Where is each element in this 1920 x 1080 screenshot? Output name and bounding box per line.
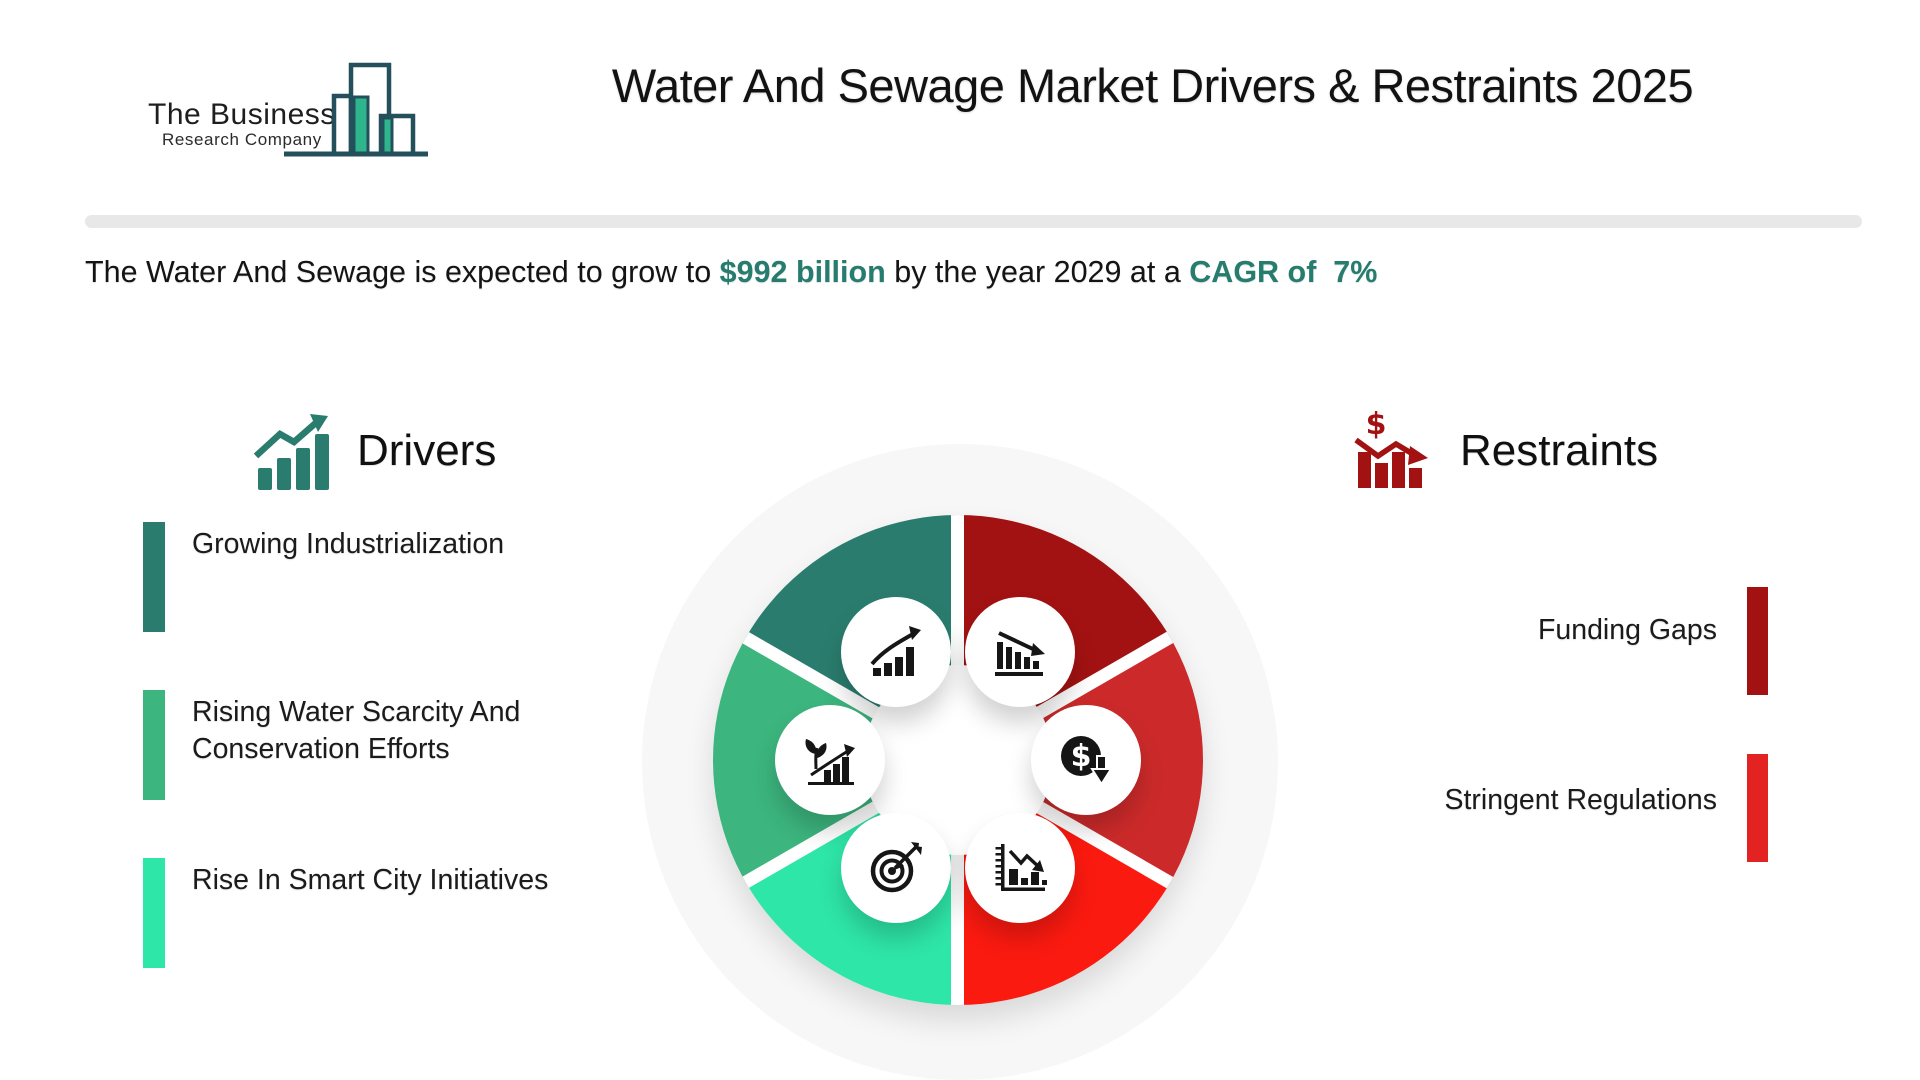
declining-line-chart-icon <box>995 844 1047 891</box>
target-goal-icon <box>870 842 922 893</box>
drivers-heading: Drivers <box>357 426 497 475</box>
icon-circle <box>841 813 951 923</box>
restraint-label-2: Stringent Regulations <box>1444 784 1717 816</box>
growth-bar-chart-icon <box>870 626 921 676</box>
icon-circle <box>965 597 1075 707</box>
restraints-heading: Restraints <box>1460 426 1659 475</box>
restraint-label-1: Funding Gaps <box>1537 614 1717 646</box>
page-title: Water And Sewage Market Drivers & Restra… <box>611 59 1694 112</box>
summary-prefix: The Water And Sewage is expected to grow… <box>85 255 720 289</box>
plant-growth-chart-icon <box>805 739 855 785</box>
svg-text:$: $ <box>1071 739 1092 774</box>
divider-bar <box>85 215 1862 228</box>
market-value: $992 billion <box>719 255 886 289</box>
driver-bar-3 <box>143 858 165 968</box>
driver-bar-2 <box>143 690 165 800</box>
brand-name: The Business <box>148 98 336 131</box>
driver-bar-1 <box>143 522 165 632</box>
brand-chart-icon <box>284 62 428 157</box>
drivers-restraints-wheel: $ <box>642 444 1278 1080</box>
drivers-growth-icon <box>253 414 329 490</box>
dollar-decrease-icon: $ <box>1061 736 1113 786</box>
icon-circle <box>775 705 885 815</box>
driver-label-2: Rising Water Scarcity And Conservation E… <box>192 696 521 765</box>
svg-text:$: $ <box>1366 407 1387 442</box>
icon-circle: $ <box>1031 705 1141 815</box>
brand-logo: The Business Research Company <box>148 100 336 149</box>
icon-circle <box>965 813 1075 923</box>
icon-circle <box>841 597 951 707</box>
restraint-bar-2 <box>1747 754 1768 862</box>
restraints-decline-icon: $ <box>1354 407 1428 488</box>
restraint-bar-1 <box>1747 587 1768 695</box>
driver-label-3: Rise In Smart City Initiatives <box>192 864 549 896</box>
declining-bar-chart-icon <box>995 631 1045 676</box>
brand-subname: Research Company <box>161 130 322 149</box>
driver-label-1: Growing Industrialization <box>192 528 505 560</box>
market-summary: The Water And Sewage is expected to grow… <box>85 255 1377 290</box>
cagr-value: CAGR of 7% <box>1189 255 1378 289</box>
summary-middle: by the year 2029 at a <box>885 255 1190 289</box>
